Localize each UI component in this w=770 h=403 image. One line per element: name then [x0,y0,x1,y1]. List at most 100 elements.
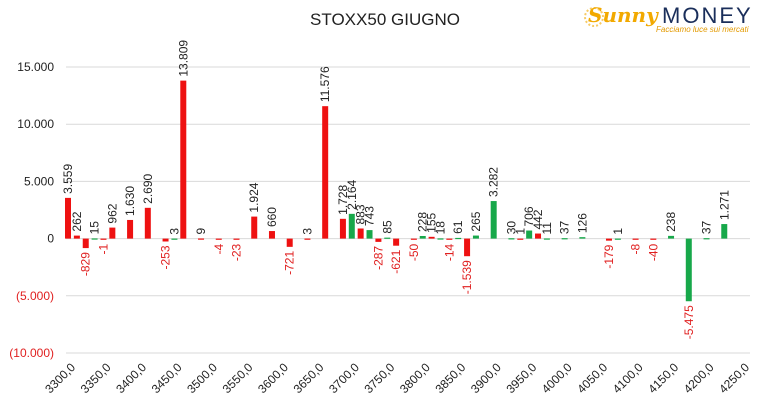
data-label: 1.728 [336,184,350,214]
x-tick-label: 3350,0 [78,360,114,396]
data-label: 2.164 [345,179,359,209]
bar [357,228,364,239]
data-label: -5.475 [682,305,696,339]
data-label: 1.630 [123,186,137,216]
bar [472,235,479,239]
data-label: 1 [513,228,527,235]
x-tick-label: 3450,0 [149,360,185,396]
bar [366,230,373,239]
bar [464,238,471,257]
data-label: 265 [469,211,483,231]
x-tick-label: 3950,0 [503,360,539,396]
bar [685,238,692,302]
y-tick-label: 5.000 [24,174,54,188]
data-label: -14 [442,243,456,261]
x-tick-label: 4150,0 [645,360,681,396]
x-tick-label: 3700,0 [326,360,362,396]
bar [268,231,275,239]
bar [605,238,612,241]
data-label: 3 [300,228,314,235]
x-tick-label: 3800,0 [397,360,433,396]
bar [517,238,524,240]
data-label: -287 [371,246,385,270]
bar [410,238,417,240]
bar [668,235,675,239]
gridlines [66,66,750,354]
data-label: 85 [380,220,394,234]
logo-script: Sunny [588,3,658,27]
x-tick-label: 3750,0 [362,360,398,396]
data-label: 883 [354,204,368,224]
bar [455,237,462,240]
bar [437,238,444,240]
bar [286,238,293,247]
data-label: 3 [167,228,181,235]
data-label: 18 [433,221,447,235]
sunny-money-logo: Sunny MONEY Facciamo luce sui mercati [584,3,766,39]
bar [180,80,187,239]
bar [384,237,391,239]
bar [490,201,497,239]
bar [65,197,71,239]
bar [109,227,116,239]
data-label: 37 [700,221,714,235]
data-label: 262 [70,211,84,231]
bar [446,238,453,240]
data-label: -621 [389,249,403,273]
data-label: 228 [416,212,430,232]
bar [428,236,435,239]
bar [215,238,222,240]
bar [82,238,89,249]
y-tick-label: 15.000 [17,60,54,74]
data-label: -721 [283,251,297,275]
bar [543,238,550,240]
data-label: 2.690 [141,173,155,203]
data-label: 660 [265,207,279,227]
data-label: 11 [540,222,554,235]
data-label: 155 [425,212,439,232]
data-label: 11.576 [318,66,332,102]
data-label: 1.924 [247,182,261,212]
bar [561,238,568,240]
bar [703,238,710,240]
x-tick-label: 3500,0 [184,360,220,396]
data-label: 9 [194,227,208,234]
bar [579,237,586,239]
bar [144,207,151,239]
bar [171,238,178,240]
bar [322,106,329,239]
data-label: 3.559 [61,164,75,194]
bar [162,238,169,242]
bar [73,235,80,239]
data-label: -179 [602,244,616,268]
bar [508,238,515,240]
data-label: -50 [407,243,421,261]
x-tick-label: 3400,0 [113,360,149,396]
bar [419,235,426,239]
bar [339,218,346,239]
data-label: -1.539 [460,260,474,294]
bar [526,230,533,239]
bar [198,238,205,240]
logo-tagline: Facciamo luce sui mercati [656,25,749,34]
data-label: 37 [558,221,572,235]
bar [650,238,657,240]
logo-word: MONEY [662,3,753,28]
bars [65,80,728,302]
bar [375,238,382,242]
data-label: 743 [363,206,377,226]
bar [614,238,621,240]
data-label: 13.809 [176,40,190,77]
bar [127,219,134,239]
data-label: 706 [522,206,536,226]
bar [632,238,639,240]
bar [348,213,355,239]
x-axis-ticks: 3300,0 3350,0 3400,0 3450,0 3500,0 3550,0 3600… [42,360,752,396]
data-label: 1 [611,228,625,235]
bar [251,216,258,239]
data-label: 15 [88,221,102,235]
x-tick-label: 3300,0 [42,360,78,396]
data-label: -4 [212,243,226,254]
x-tick-label: 4000,0 [539,360,575,396]
bar [233,238,240,240]
